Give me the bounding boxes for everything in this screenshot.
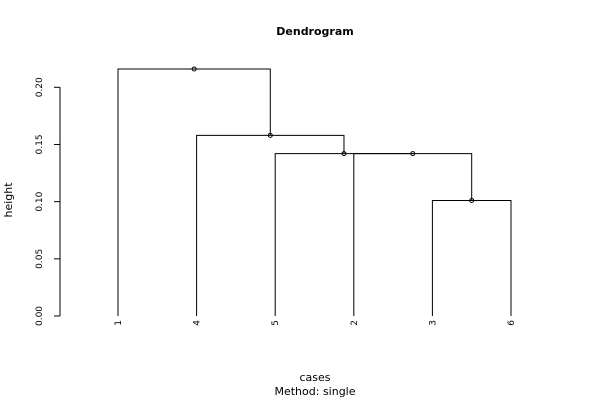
y-tick-label: 0.20 bbox=[35, 77, 45, 97]
leaf-label: 2 bbox=[350, 320, 360, 326]
merge-node bbox=[191, 66, 197, 72]
y-axis-label: height bbox=[2, 182, 15, 218]
leaf-label: 6 bbox=[507, 320, 517, 326]
chart-title: Dendrogram bbox=[276, 25, 353, 38]
leaf-label: 3 bbox=[428, 320, 438, 326]
merge-link bbox=[431, 200, 512, 316]
merge-link bbox=[274, 153, 413, 316]
x-axis-label: cases bbox=[299, 371, 330, 384]
y-tick-label: 0.05 bbox=[35, 249, 45, 269]
y-tick-label: 0.10 bbox=[35, 191, 45, 211]
leaf-label: 1 bbox=[114, 320, 124, 326]
merge-link bbox=[117, 68, 271, 316]
leaf-label: 4 bbox=[193, 320, 203, 326]
subtitle: Method: single bbox=[274, 385, 355, 398]
leaf-label: 5 bbox=[271, 320, 281, 326]
y-tick-label: 0.15 bbox=[35, 134, 45, 154]
y-tick-label: 0.00 bbox=[35, 306, 45, 326]
